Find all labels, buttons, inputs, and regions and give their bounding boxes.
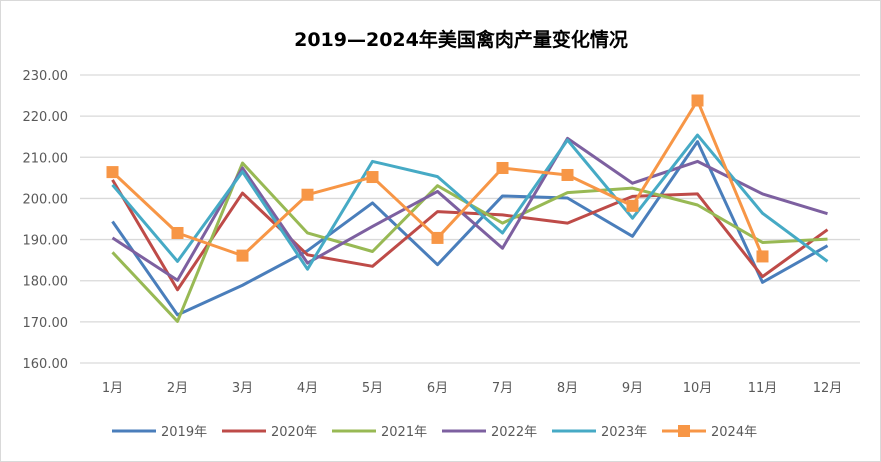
x-tick-label: 12月 <box>813 381 843 396</box>
y-tick-label: 210.00 <box>23 151 69 166</box>
data-point-marker <box>756 250 769 263</box>
legend-label: 2020年 <box>271 425 317 440</box>
y-tick-label: 180.00 <box>23 275 69 290</box>
x-tick-label: 5月 <box>362 381 383 396</box>
x-tick-label: 2月 <box>167 381 188 396</box>
y-tick-label: 230.00 <box>23 69 69 84</box>
chart-title: 2019—2024年美国禽肉产量变化情况 <box>294 28 628 51</box>
x-tick-label: 7月 <box>492 381 513 396</box>
legend-label: 2019年 <box>161 425 207 440</box>
data-point-marker <box>691 94 704 107</box>
data-point-marker <box>431 231 444 244</box>
y-tick-label: 200.00 <box>23 192 69 207</box>
y-tick-label: 190.00 <box>23 234 69 249</box>
y-tick-label: 170.00 <box>23 316 69 331</box>
x-tick-label: 8月 <box>557 381 578 396</box>
data-point-marker <box>301 188 314 201</box>
data-point-marker <box>496 161 509 174</box>
y-tick-label: 220.00 <box>23 110 69 125</box>
legend-label: 2023年 <box>601 425 647 440</box>
x-tick-label: 9月 <box>622 381 643 396</box>
legend-label: 2021年 <box>381 425 427 440</box>
y-tick-label: 160.00 <box>23 357 69 372</box>
x-tick-label: 1月 <box>102 381 123 396</box>
data-point-marker <box>366 171 379 184</box>
series-line-2019年 <box>111 140 829 317</box>
x-tick-label: 4月 <box>297 381 318 396</box>
series-line-2020年 <box>111 179 829 292</box>
legend-label: 2024年 <box>711 425 757 440</box>
legend-marker <box>678 425 690 437</box>
data-point-marker <box>561 168 574 181</box>
x-tick-label: 6月 <box>427 381 448 396</box>
data-point-marker <box>171 226 184 239</box>
data-point-marker <box>626 199 639 212</box>
x-tick-label: 10月 <box>683 381 713 396</box>
x-tick-label: 3月 <box>232 381 253 396</box>
data-point-marker <box>106 166 119 179</box>
data-point-marker <box>236 249 249 262</box>
x-tick-label: 11月 <box>748 381 778 396</box>
legend-label: 2022年 <box>491 425 537 440</box>
